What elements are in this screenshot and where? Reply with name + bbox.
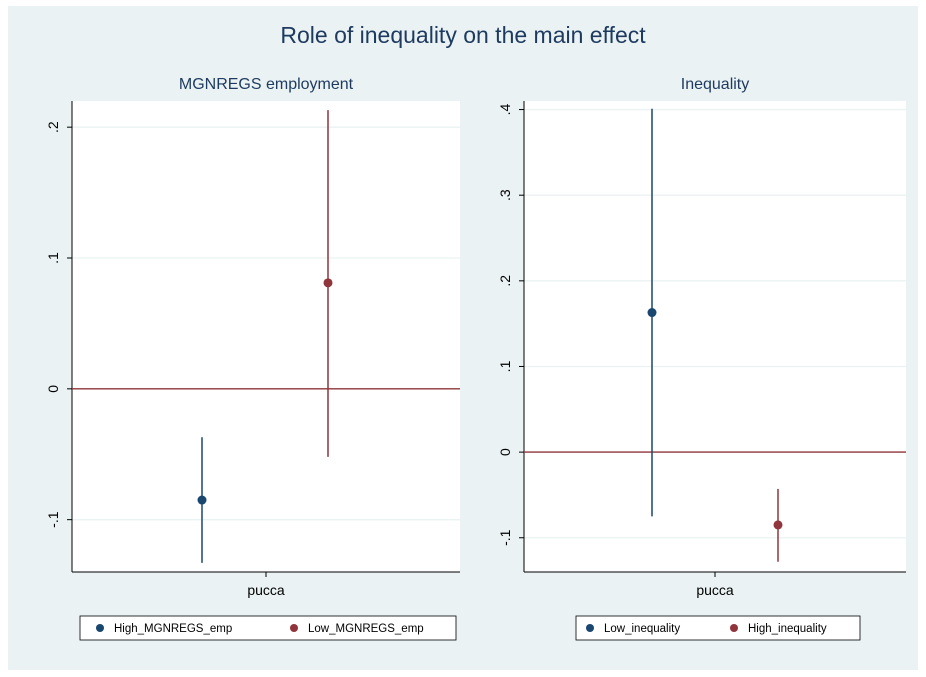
chart-canvas: -.1 0 .1 .2 pucca High_MGNREGS_emp Low_MGNREGS…: [45, 101, 906, 641]
figure-background: Role of inequality on the main effect MG…: [8, 6, 918, 670]
chart-title: Role of inequality on the main effect: [280, 22, 646, 48]
panel-inequality: -.1 0 .1 .2 .3 .4 pucca Low_inequality High_ineq…: [497, 101, 906, 641]
legend-box: [79, 615, 457, 641]
point-estimate: [647, 308, 657, 318]
legend-label: Low_MGNREGS_emp: [308, 623, 424, 635]
legend-marker: [730, 624, 738, 632]
legend-marker: [290, 624, 298, 632]
y-tick-label: -.1: [497, 529, 513, 546]
plot-region: [524, 101, 906, 572]
legend-label: Low_inequality: [604, 623, 680, 635]
y-tick-label: 0: [497, 448, 513, 456]
y-tick-label: -.1: [45, 511, 61, 528]
y-tick-label: .1: [497, 360, 513, 372]
y-tick-label: .2: [45, 121, 61, 133]
y-tick-label: .4: [497, 104, 513, 116]
legend: Low_inequality High_inequality: [575, 615, 861, 641]
panel-title-mgnregs: MGNREGS employment: [178, 76, 354, 93]
legend-label: High_inequality: [748, 623, 827, 635]
legend: High_MGNREGS_emp Low_MGNREGS_emp: [79, 615, 457, 641]
x-tick-label: pucca: [696, 582, 734, 598]
legend-marker: [96, 624, 104, 632]
legend-box: [575, 615, 861, 641]
legend-marker: [586, 624, 594, 632]
point-estimate: [197, 495, 207, 505]
plot-region: [72, 101, 460, 572]
x-tick-label: pucca: [247, 582, 285, 598]
panel-mgnregs: -.1 0 .1 .2 pucca High_MGNREGS_emp Low_MGNREGS…: [45, 101, 460, 641]
legend-label: High_MGNREGS_emp: [114, 623, 232, 635]
y-tick-label: .3: [497, 189, 513, 201]
point-estimate: [323, 278, 333, 288]
y-tick-label: .2: [497, 275, 513, 287]
y-tick-label: 0: [45, 385, 61, 393]
panel-title-inequality: Inequality: [680, 76, 750, 93]
y-tick-label: .1: [45, 252, 61, 264]
point-estimate: [773, 520, 783, 530]
